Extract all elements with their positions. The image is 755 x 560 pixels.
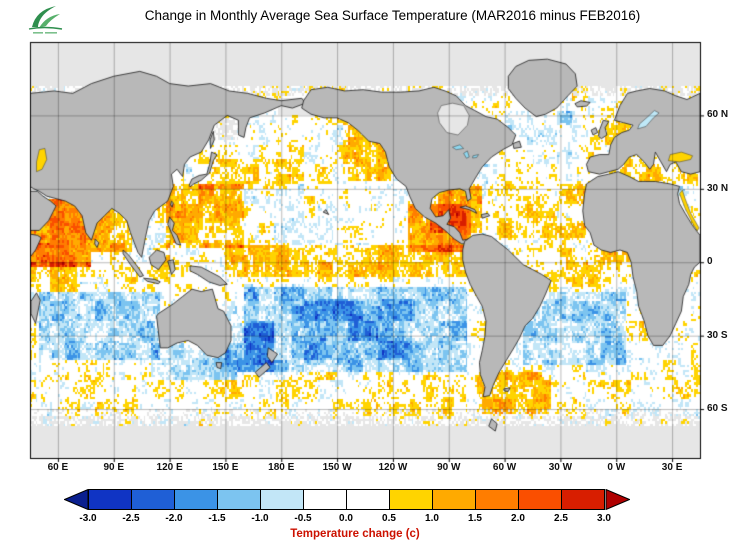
lon-label: 90 E xyxy=(103,462,125,473)
colorbar-segment xyxy=(174,489,218,510)
lon-label: 60 W xyxy=(492,462,517,473)
lon-label: 0 W xyxy=(607,462,626,473)
lon-label: 120 E xyxy=(156,462,183,473)
colorbar-right-arrow xyxy=(605,489,630,510)
colorbar-tick-label: -0.5 xyxy=(294,513,312,524)
colorbar-segment xyxy=(389,489,433,510)
colorbar-tick-label: 0.0 xyxy=(339,513,353,524)
lon-label: 90 W xyxy=(437,462,461,473)
colorbar-tick-label: 1.5 xyxy=(468,513,482,524)
colorbar-tick-label: -2.0 xyxy=(165,513,183,524)
lon-label: 120 W xyxy=(378,462,408,473)
lon-label: 30 E xyxy=(661,462,683,473)
colorbar-segment xyxy=(303,489,347,510)
colorbar-segment xyxy=(432,489,476,510)
colorbar-segment xyxy=(475,489,519,510)
lat-label: 60 N xyxy=(707,109,729,121)
lon-label: 150 W xyxy=(322,462,352,473)
colorbar-segment xyxy=(518,489,562,510)
colorbar-tick-label: 2.5 xyxy=(554,513,568,524)
colorbar-tick-label: -1.0 xyxy=(251,513,269,524)
colorbar-segment xyxy=(217,489,261,510)
colorbar-segment xyxy=(131,489,175,510)
colorbar-tick-label: -1.5 xyxy=(208,513,226,524)
lat-label: 30 S xyxy=(707,329,728,341)
colorbar-segment xyxy=(88,489,132,510)
lon-label: 150 E xyxy=(212,462,239,473)
colorbar-tick-label: 0.5 xyxy=(382,513,396,524)
colorbar-segment xyxy=(346,489,390,510)
colorbar-left-arrow xyxy=(64,489,89,510)
colorbar-segment xyxy=(561,489,605,510)
colorbar-tick-label: 2.0 xyxy=(511,513,525,524)
colorbar-tick-label: -2.5 xyxy=(122,513,140,524)
green-leaf-logo-icon xyxy=(25,2,65,36)
colorbar-tick-label: -3.0 xyxy=(79,513,97,524)
colorbar-caption: Temperature change (c) xyxy=(290,528,420,540)
colorbar: Temperature change (c) -3.0 -2.5 -2.0 -1.5 -… xyxy=(64,489,646,551)
lat-label: 60 S xyxy=(707,403,728,415)
colorbar-tick-label: 3.0 xyxy=(597,513,611,524)
lon-label: 30 W xyxy=(548,462,573,473)
chart-title: Change in Monthly Average Sea Surface Te… xyxy=(144,8,641,23)
lon-label: 60 E xyxy=(47,462,69,473)
colorbar-segment xyxy=(260,489,304,510)
lat-label: 0 xyxy=(707,256,713,268)
colorbar-swatches xyxy=(64,489,646,510)
lat-label: 30 N xyxy=(707,182,729,194)
colorbar-tick-label: 1.0 xyxy=(425,513,439,524)
lon-label: 180 E xyxy=(268,462,295,473)
